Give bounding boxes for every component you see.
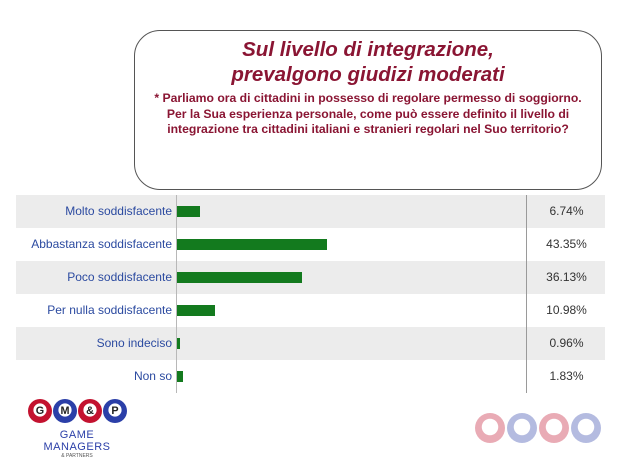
value-label: 36.13% [526, 261, 606, 294]
watermark-logo [475, 413, 601, 443]
question-text: * Parliamo ora di cittadini in possesso … [154, 91, 582, 136]
value-label: 1.83% [526, 360, 606, 393]
logo-ball [539, 413, 569, 443]
chart-row: Sono indeciso 0.96% [16, 327, 605, 360]
title-line-1: Sul livello di integrazione, [242, 38, 494, 61]
logo-ball-highlight [58, 403, 72, 417]
category-axis-line [176, 195, 177, 393]
bar [177, 305, 216, 316]
logo-ball-highlight [577, 418, 595, 436]
logo-ball-letter: M [61, 405, 70, 417]
title-line-2: prevalgono giudizi moderati [231, 63, 505, 86]
logo-ball-highlight [108, 403, 122, 417]
bar [177, 371, 184, 382]
category-label: Sono indeciso [96, 336, 172, 350]
chart-row: Per nulla soddisfacente 10.98% [16, 294, 605, 327]
logo-ball-letter: P [111, 405, 118, 417]
category-label: Molto soddisfacente [65, 204, 172, 218]
logo-ball-letter: & [86, 405, 94, 417]
title-box: Sul livello di integrazione, prevalgono … [134, 30, 602, 190]
logo-ball-highlight [481, 418, 499, 436]
category-label: Per nulla soddisfacente [47, 303, 172, 317]
logo-ball-highlight [33, 403, 47, 417]
chart-row: Abbastanza soddisfacente 43.35% [16, 228, 605, 261]
logo-ball-highlight [83, 403, 97, 417]
value-label: 6.74% [526, 195, 606, 228]
category-label: Abbastanza soddisfacente [31, 237, 172, 251]
logo-ball [507, 413, 537, 443]
chart-row: Non so 1.83% [16, 360, 605, 393]
value-label: 43.35% [526, 228, 606, 261]
bar [177, 272, 303, 283]
chart-row: Molto soddisfacente 6.74% [16, 195, 605, 228]
logo-ball-letter: G [36, 405, 44, 417]
chart-row: Poco soddisfacente 36.13% [16, 261, 605, 294]
value-label: 0.96% [526, 327, 606, 360]
bar [177, 338, 181, 349]
value-label: 10.98% [526, 294, 606, 327]
category-label: Non so [133, 369, 172, 383]
bar [177, 239, 328, 250]
chart-title: Sul livello di integrazione, prevalgono … [135, 37, 601, 87]
logo-ball [475, 413, 505, 443]
logo-ball [571, 413, 601, 443]
category-label: Poco soddisfacente [67, 270, 172, 284]
logo-ball-highlight [513, 418, 531, 436]
game-managers-logo: G M & P [28, 399, 127, 423]
bar-chart: Non so 1.83% Sono indeciso 0.96% Per nulla s… [16, 195, 605, 393]
logo-ball-highlight [545, 418, 563, 436]
bar [177, 206, 201, 217]
